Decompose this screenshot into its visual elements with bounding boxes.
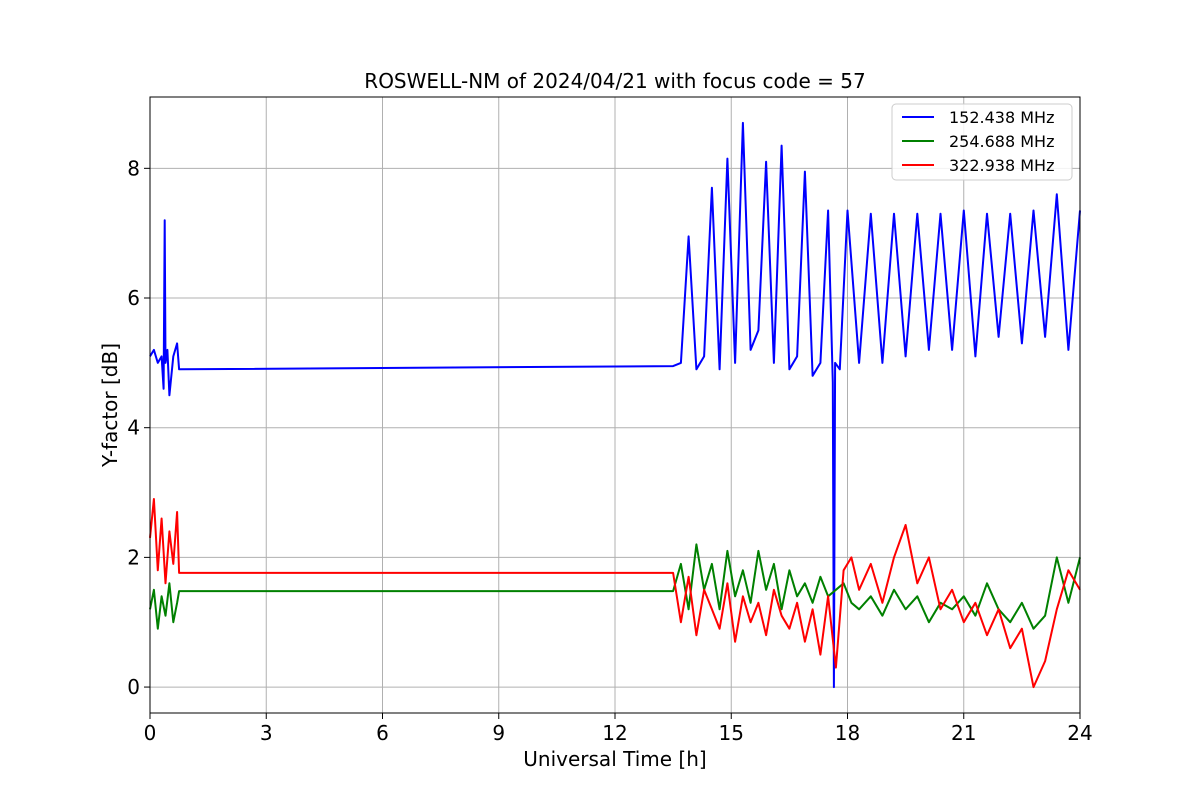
series-line-1: [149, 121, 1081, 689]
y-axis-label: Y-factor [dB]: [98, 343, 122, 468]
x-tick-label: 18: [835, 721, 860, 745]
x-axis-label: Universal Time [h]: [523, 747, 706, 771]
legend: 152.438 MHz 254.688 MHz 322.938 MHz: [891, 103, 1073, 181]
y-tick-label: 0: [127, 675, 140, 699]
legend-box: [891, 103, 1073, 181]
x-tick-label: 21: [951, 721, 976, 745]
y-tick-label: 6: [127, 286, 140, 310]
legend-label: 322.938 MHz: [949, 156, 1054, 175]
y-tick-label: 8: [127, 156, 140, 180]
legend-label: 254.688 MHz: [949, 132, 1054, 151]
series-line-3: [149, 498, 1081, 689]
chart-title: ROSWELL-NM of 2024/04/21 with focus code…: [364, 69, 865, 93]
x-tick-label: 15: [719, 721, 744, 745]
y-tick-label: 2: [127, 545, 140, 569]
x-tick-label: 6: [376, 721, 389, 745]
x-tick-label: 0: [144, 721, 157, 745]
x-tick-label: 24: [1067, 721, 1092, 745]
x-tick-label: 9: [492, 721, 505, 745]
x-tick-label: 12: [602, 721, 627, 745]
legend-label: 152.438 MHz: [949, 108, 1054, 127]
x-tick-label: 3: [260, 721, 273, 745]
y-tick-label: 4: [127, 416, 140, 440]
series-layer: [149, 121, 1081, 689]
